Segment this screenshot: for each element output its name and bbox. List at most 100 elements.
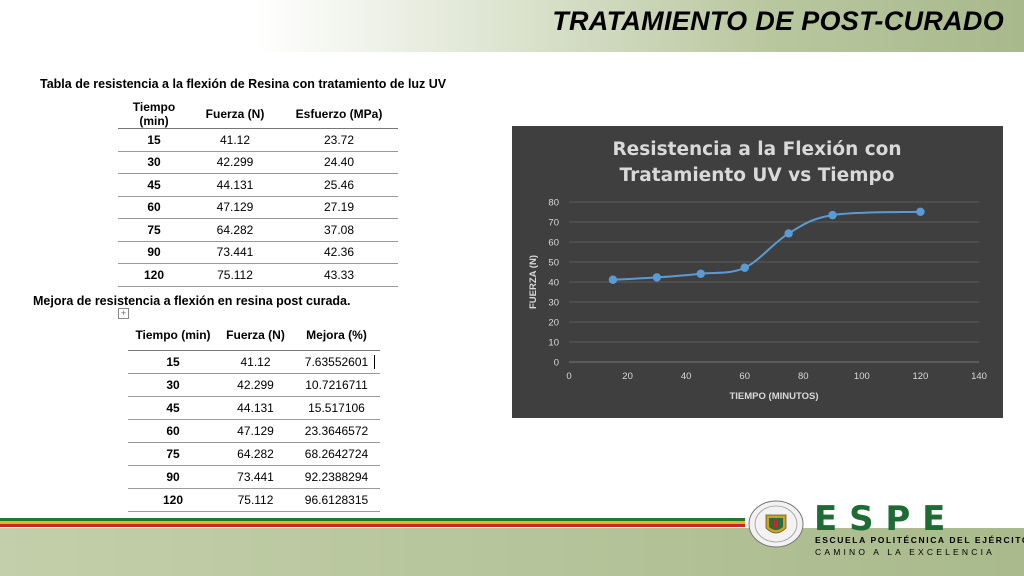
table1-cell: 75 [118,218,190,242]
table1-cell: 47.129 [190,196,280,219]
table2-cell: 92.2388294 [293,465,380,489]
header-band [0,0,1024,52]
table2-cell: 75 [128,442,218,466]
table1-cell: 75.112 [190,263,280,287]
espe-crest-icon [748,500,804,548]
y-tick-label: 50 [548,258,559,269]
table1-cell: 15 [118,128,190,152]
y-tick-label: 80 [548,198,559,209]
data-point [828,210,837,220]
table2-cell: 75.112 [218,488,293,512]
table1-cell: 60 [118,196,190,219]
chart-title-line: Resistencia a la Flexión con [612,139,901,160]
table1-header-1: Fuerza (N) [190,100,280,129]
table-row: 90 73.441 92.2388294 [128,465,380,489]
table2-cell: 42.299 [218,373,293,397]
x-tick-label: 20 [622,371,633,382]
data-point [696,269,705,278]
data-point [652,273,662,282]
table1-cell: 30 [118,151,190,174]
table-row: 45 44.131 15.517106 [128,396,380,420]
table2-cell: 45 [128,396,218,420]
table-row: 90 73.441 42.36 [118,241,398,264]
table-row: 120 75.112 43.33 [118,263,398,287]
table1-header-0: Tiempo (min) [118,100,190,129]
data-point [740,263,749,272]
x-tick-label: 60 [739,371,750,382]
table2-caption: Mejora de resistencia a flexión en resin… [33,294,351,308]
data-point [784,229,793,238]
improvement-table: Tiempo (min) Fuerza (N) Mejora (%) 15 41.12… [128,320,380,512]
table2-header-0: Tiempo (min) [128,320,218,351]
table-row: 30 42.299 10.7216711 [128,373,380,397]
table-row: 75 64.282 37.08 [118,218,398,242]
data-point [916,207,925,216]
table1-cell: 41.12 [190,128,280,152]
table2-cell: 15 [128,350,218,374]
table1-cell: 42.299 [190,151,280,174]
table1-cell: 42.36 [280,241,398,264]
y-tick-label: 0 [554,358,559,369]
chart-svg: Resistencia a la Flexión con Tratamiento … [528,139,987,402]
table2-header-2: Mejora (%) [293,320,380,351]
x-tick-label: 120 [912,371,928,382]
table-move-handle-icon[interactable]: + [118,308,129,319]
table2-header-1: Fuerza (N) [218,320,293,351]
x-tick-label: 140 [971,371,987,382]
espe-logo-letters: E S P E [814,499,946,539]
x-axis-label: TIEMPO (MINUTOS) [729,391,818,402]
page-title: TRATAMIENTO DE POST-CURADO [552,6,1004,36]
table-row: 60 47.129 23.3646572 [128,419,380,443]
y-axis-label: FUERZA (N) [528,255,539,309]
table-row: 30 42.299 24.40 [118,151,398,174]
y-tick-label: 70 [548,218,559,229]
x-tick-label: 40 [681,371,692,382]
x-tick-label: 0 [566,371,571,382]
table1-cell: 37.08 [280,218,398,242]
table-row: 15 41.12 23.72 [118,128,398,152]
table-row: 15 41.12 7.63552601 [128,350,380,374]
table2-cell: 96.6128315 [293,488,380,512]
table2-cell: 10.7216711 [293,373,380,397]
table2-cell: 47.129 [218,419,293,443]
table2-cell: 90 [128,465,218,489]
table1-cell: 23.72 [280,128,398,152]
y-tick-label: 20 [548,318,559,329]
table1-cell: 24.40 [280,151,398,174]
institution-name: ESCUELA POLITÉCNICA DEL EJÉRCITO [815,535,1024,545]
table2-cell: 44.131 [218,396,293,420]
resistance-table: Tiempo (min) Fuerza (N) Esfuerzo (MPa) 15 4… [118,100,398,287]
table1-cell: 43.33 [280,263,398,287]
y-tick-label: 10 [548,338,559,349]
table1-cell: 120 [118,263,190,287]
table-row: 120 75.112 96.6128315 [128,488,380,512]
y-tick-label: 60 [548,238,559,249]
table1-cell: 64.282 [190,218,280,242]
table2-cell: 15.517106 [293,396,380,420]
table2-cell: 30 [128,373,218,397]
table2-cell: 23.3646572 [293,419,380,443]
x-tick-label: 100 [854,371,870,382]
table-row: 60 47.129 27.19 [118,196,398,219]
table1-caption: Tabla de resistencia a la flexión de Res… [40,77,447,91]
data-point [608,275,618,284]
x-tick-label: 80 [798,371,809,382]
table2-cell: 60 [128,419,218,443]
table1-cell: 44.131 [190,173,280,197]
stripe-yellow [0,521,745,524]
table-row: 45 44.131 25.46 [118,173,398,197]
table2-cell: 41.12 [218,350,293,374]
y-tick-label: 30 [548,298,559,309]
stripe-green [0,518,745,521]
table1-header-2: Esfuerzo (MPa) [280,100,398,129]
stripe-red [0,524,745,527]
institution-motto: CAMINO A LA EXCELENCIA [815,547,995,557]
table2-cell: 64.282 [218,442,293,466]
force-vs-time-chart: Resistencia a la Flexión con Tratamiento … [512,126,1003,418]
table2-cell: 73.441 [218,465,293,489]
table1-cell: 90 [118,241,190,264]
table2-cell: 120 [128,488,218,512]
table2-cell: 7.63552601 [293,350,380,374]
footer-band [0,528,1024,576]
table1-cell: 73.441 [190,241,280,264]
